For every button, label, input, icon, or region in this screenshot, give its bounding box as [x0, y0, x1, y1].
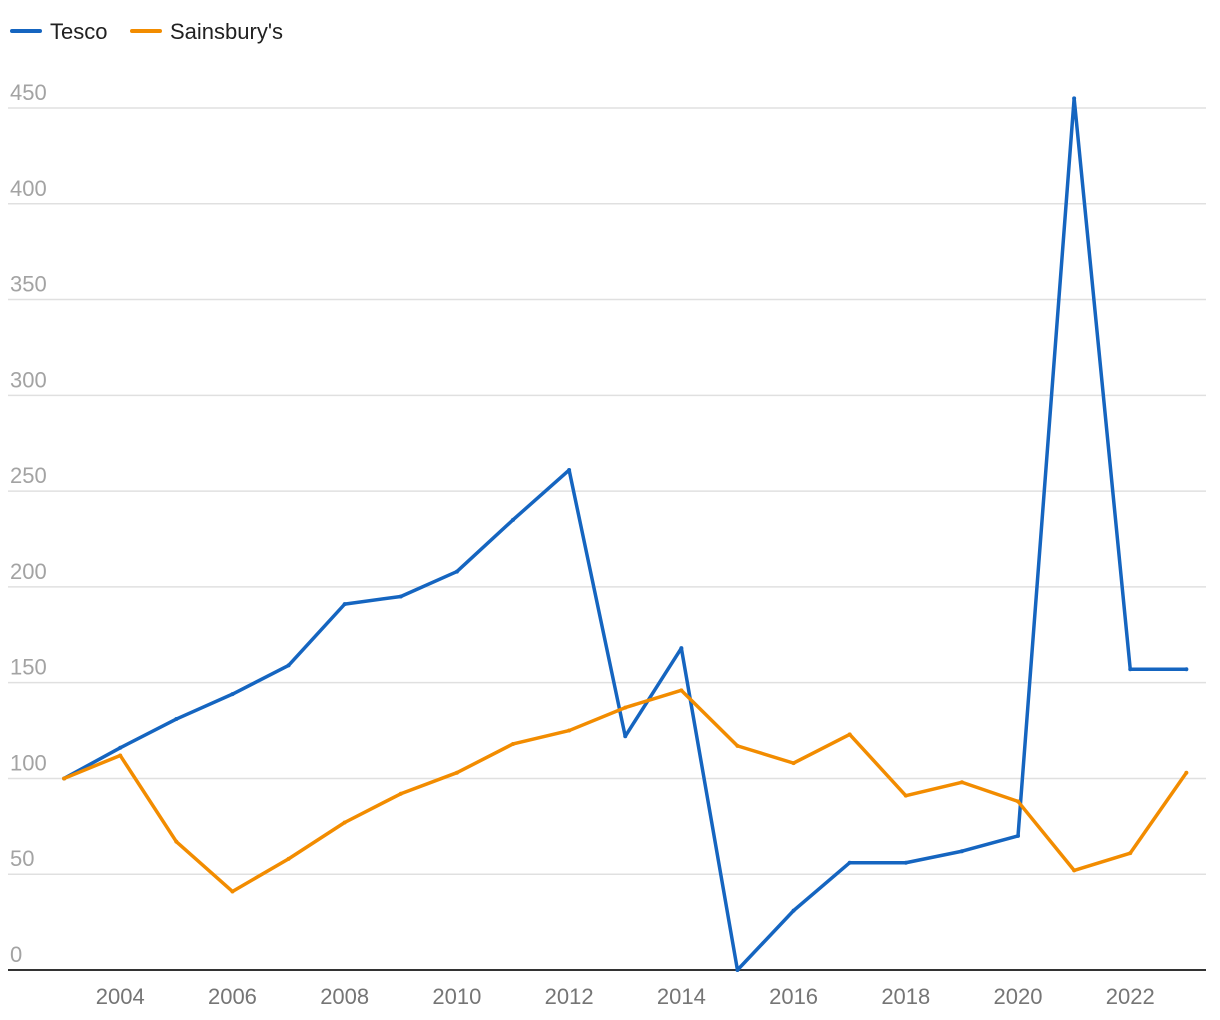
data-point-sainsbury-s — [735, 743, 740, 748]
x-tick-label: 2012 — [545, 984, 594, 1009]
data-point-tesco — [735, 968, 740, 972]
data-point-tesco — [1016, 833, 1021, 838]
data-point-sainsbury-s — [342, 820, 347, 825]
data-point-tesco — [623, 734, 628, 739]
series-tesco — [62, 96, 1189, 972]
gridlines — [8, 107, 1206, 875]
data-point-tesco — [230, 692, 235, 697]
legend: Tesco Sainsbury's — [10, 19, 283, 44]
x-tick-label: 2006 — [208, 984, 257, 1009]
y-tick-label: 50 — [10, 846, 34, 871]
data-point-tesco — [454, 569, 459, 574]
data-point-sainsbury-s — [454, 770, 459, 775]
x-tick-label: 2014 — [657, 984, 706, 1009]
data-point-tesco — [118, 745, 123, 750]
y-axis-ticks: 0 50 100 150 200 250 300 350 400 450 — [10, 80, 47, 967]
data-point-sainsbury-s — [286, 856, 291, 861]
data-point-sainsbury-s — [903, 793, 908, 798]
data-point-tesco — [398, 594, 403, 599]
series-sainsbury-s — [62, 688, 1189, 894]
x-tick-label: 2010 — [432, 984, 481, 1009]
y-tick-label: 150 — [10, 655, 47, 680]
data-point-tesco — [567, 468, 572, 473]
data-point-tesco — [174, 717, 179, 722]
x-tick-label: 2004 — [96, 984, 145, 1009]
data-point-sainsbury-s — [1072, 868, 1077, 873]
data-point-sainsbury-s — [511, 741, 516, 746]
data-point-sainsbury-s — [623, 705, 628, 710]
data-point-tesco — [1128, 667, 1133, 672]
data-point-sainsbury-s — [62, 776, 67, 781]
legend-item-sainsbury-s: Sainsbury's — [130, 19, 283, 44]
y-tick-label: 200 — [10, 559, 47, 584]
data-point-sainsbury-s — [398, 791, 403, 796]
data-point-sainsbury-s — [1128, 851, 1133, 856]
legend-label: Tesco — [50, 19, 107, 44]
data-point-sainsbury-s — [847, 732, 852, 737]
series-lines — [62, 96, 1189, 972]
y-tick-label: 250 — [10, 463, 47, 488]
y-tick-label: 400 — [10, 176, 47, 201]
y-tick-label: 100 — [10, 750, 47, 775]
data-point-tesco — [511, 517, 516, 522]
data-point-tesco — [959, 849, 964, 854]
y-tick-label: 0 — [10, 942, 22, 967]
x-tick-label: 2018 — [881, 984, 930, 1009]
data-point-tesco — [342, 602, 347, 607]
data-point-tesco — [903, 860, 908, 865]
data-point-sainsbury-s — [679, 688, 684, 693]
data-point-sainsbury-s — [959, 780, 964, 785]
data-point-sainsbury-s — [174, 839, 179, 844]
x-tick-label: 2022 — [1106, 984, 1155, 1009]
data-point-tesco — [679, 646, 684, 651]
series-line-tesco — [62, 96, 1189, 972]
x-tick-label: 2020 — [994, 984, 1043, 1009]
y-tick-label: 450 — [10, 80, 47, 105]
data-point-tesco — [1184, 667, 1189, 672]
y-tick-label: 350 — [10, 272, 47, 297]
y-tick-label: 300 — [10, 367, 47, 392]
series-line-sainsbury-s — [62, 688, 1189, 894]
data-point-tesco — [847, 860, 852, 865]
data-point-tesco — [286, 663, 291, 668]
data-point-tesco — [791, 908, 796, 913]
legend-item-tesco: Tesco — [10, 19, 107, 44]
data-point-sainsbury-s — [1184, 770, 1189, 775]
x-tick-label: 2008 — [320, 984, 369, 1009]
data-point-tesco — [1072, 96, 1077, 101]
data-point-sainsbury-s — [118, 753, 123, 758]
x-axis-ticks: 2004 2006 2008 2010 2012 2014 2016 2018 2020 2022 — [96, 984, 1155, 1009]
data-point-sainsbury-s — [230, 889, 235, 894]
data-point-sainsbury-s — [791, 761, 796, 766]
x-tick-label: 2016 — [769, 984, 818, 1009]
data-point-sainsbury-s — [567, 728, 572, 733]
legend-label: Sainsbury's — [170, 19, 283, 44]
data-point-sainsbury-s — [1016, 799, 1021, 804]
